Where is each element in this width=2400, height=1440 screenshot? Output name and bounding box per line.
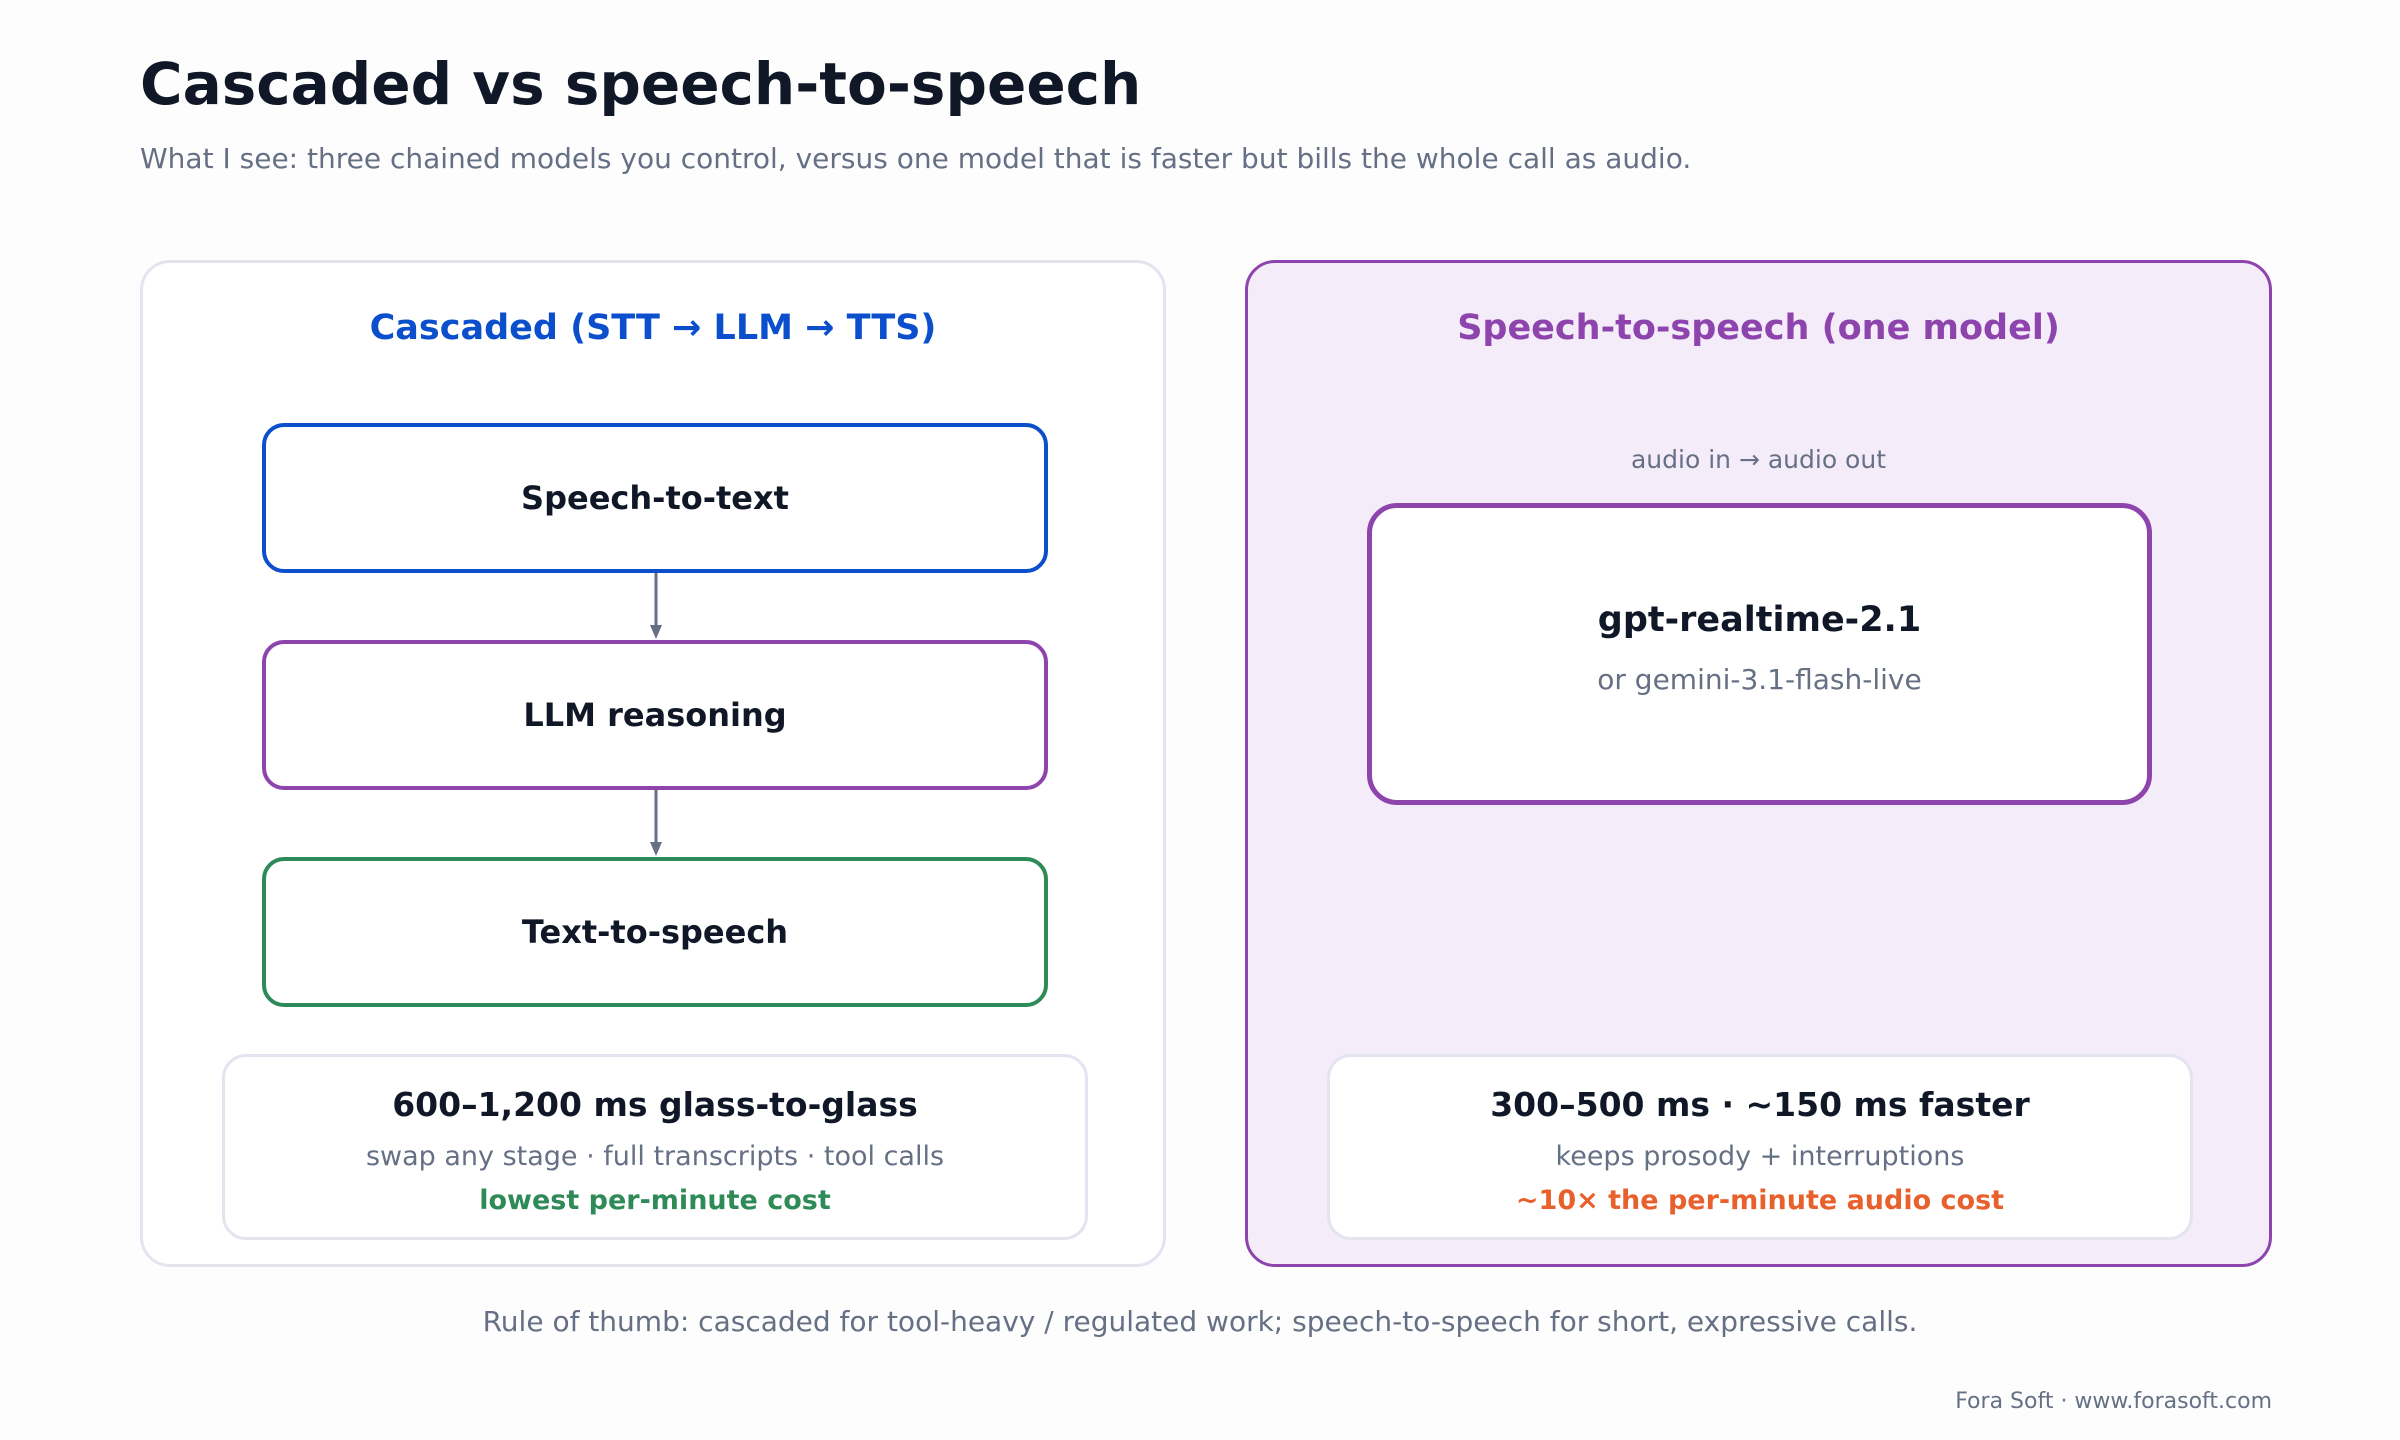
s2s-features: keeps prosody + interruptions xyxy=(1555,1141,1965,1172)
page-title: Cascaded vs speech-to-speech xyxy=(140,50,1142,118)
arrow-down-icon xyxy=(650,790,662,856)
cascaded-latency: 600–1,200 ms glass-to-glass xyxy=(392,1085,918,1124)
s2s-model-name: gpt-realtime-2.1 xyxy=(1597,600,1922,640)
footer-credit: Fora Soft · www.forasoft.com xyxy=(1955,1389,2272,1414)
stage-text-to-speech: Text-to-speech xyxy=(262,857,1048,1007)
cascaded-features: swap any stage · full transcripts · tool… xyxy=(365,1141,945,1172)
s2s-model-box: gpt-realtime-2.1 or gemini-3.1-flash-liv… xyxy=(1367,503,2152,805)
rule-of-thumb: Rule of thumb: cascaded for tool-heavy /… xyxy=(482,1305,1918,1338)
s2s-panel-title: Speech-to-speech (one model) xyxy=(1457,308,2060,348)
cascaded-panel: Cascaded (STT → LLM → TTS) Speech-to-tex… xyxy=(140,260,1166,1267)
cascaded-cost-note: lowest per-minute cost xyxy=(479,1185,831,1216)
s2s-cost-note: ~10× the per-minute audio cost xyxy=(1515,1185,2005,1216)
s2s-caption: audio in → audio out xyxy=(1630,445,1887,474)
s2s-alt-model: or gemini-3.1-flash-live xyxy=(1597,663,1922,696)
page-subtitle: What I see: three chained models you con… xyxy=(140,142,1692,175)
stage-label: LLM reasoning xyxy=(523,696,787,734)
cascaded-summary-card: 600–1,200 ms glass-to-glass swap any sta… xyxy=(222,1054,1088,1240)
stage-llm-reasoning: LLM reasoning xyxy=(262,640,1048,790)
stage-label: Text-to-speech xyxy=(521,913,789,951)
s2s-summary-card: 300–500 ms · ~150 ms faster keeps prosod… xyxy=(1327,1054,2193,1240)
cascaded-panel-title: Cascaded (STT → LLM → TTS) xyxy=(369,308,937,348)
stage-speech-to-text: Speech-to-text xyxy=(262,423,1048,573)
stage-label: Speech-to-text xyxy=(521,479,789,517)
speech-to-speech-panel: Speech-to-speech (one model) audio in → … xyxy=(1245,260,2272,1267)
arrow-down-icon xyxy=(650,573,662,639)
s2s-latency: 300–500 ms · ~150 ms faster xyxy=(1490,1085,2030,1124)
